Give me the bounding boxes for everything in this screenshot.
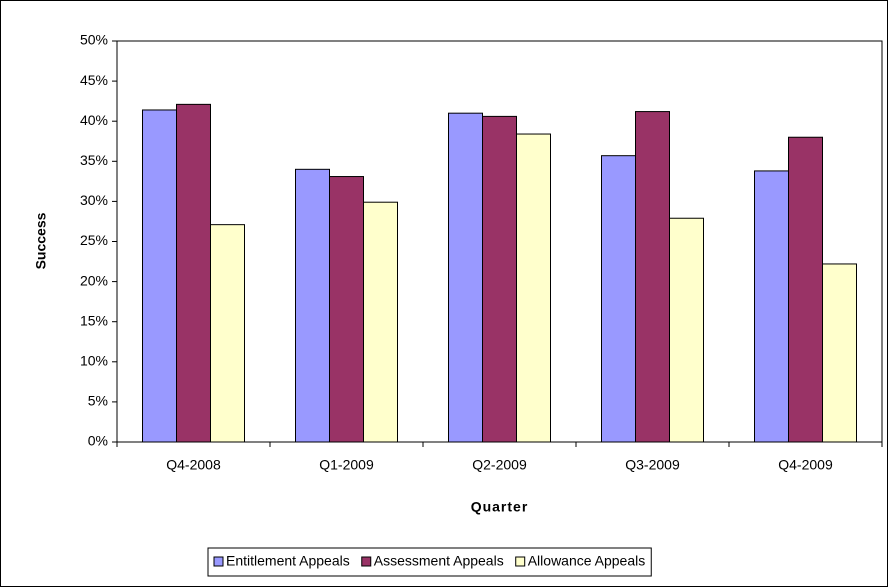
bar — [788, 136, 823, 443]
legend-label: Allowance Appeals — [528, 553, 646, 569]
bar — [635, 111, 670, 443]
bar — [210, 224, 245, 443]
y-tick-label: 10% — [80, 353, 108, 369]
bar — [176, 103, 211, 443]
legend-label: Assessment Appeals — [374, 553, 504, 569]
y-tick-label: 15% — [80, 312, 108, 328]
x-axis-title: Quarter — [471, 499, 529, 515]
legend-swatch — [213, 556, 224, 567]
bar — [754, 170, 789, 443]
y-tick-label: 50% — [80, 32, 108, 48]
bar — [329, 176, 364, 443]
y-tick-label: 0% — [88, 433, 108, 449]
legend-box — [207, 547, 652, 577]
y-tick-label: 25% — [80, 232, 108, 248]
x-tick-label: Q4-2009 — [778, 457, 833, 473]
y-tick-label: 45% — [80, 72, 108, 88]
bar — [822, 263, 857, 443]
bar — [601, 155, 636, 443]
y-tick-label: 5% — [88, 393, 108, 409]
bar — [295, 168, 330, 443]
legend-swatch — [361, 556, 372, 567]
bar — [142, 109, 177, 443]
legend-swatch — [515, 556, 526, 567]
y-tick-label: 30% — [80, 192, 108, 208]
x-tick-label: Q3-2009 — [625, 457, 680, 473]
bar — [482, 115, 517, 443]
bar — [448, 112, 483, 443]
y-tick-label: 40% — [80, 112, 108, 128]
y-axis-title: Success — [33, 212, 49, 269]
x-tick-label: Q1-2009 — [319, 457, 374, 473]
bar — [516, 133, 551, 443]
bar — [363, 201, 398, 443]
x-tick-label: Q2-2009 — [472, 457, 527, 473]
bar — [669, 217, 704, 443]
x-tick-label: Q4-2008 — [166, 457, 221, 473]
y-tick-label: 35% — [80, 152, 108, 168]
legend-label: Entitlement Appeals — [226, 553, 350, 569]
y-tick-label: 20% — [80, 272, 108, 288]
